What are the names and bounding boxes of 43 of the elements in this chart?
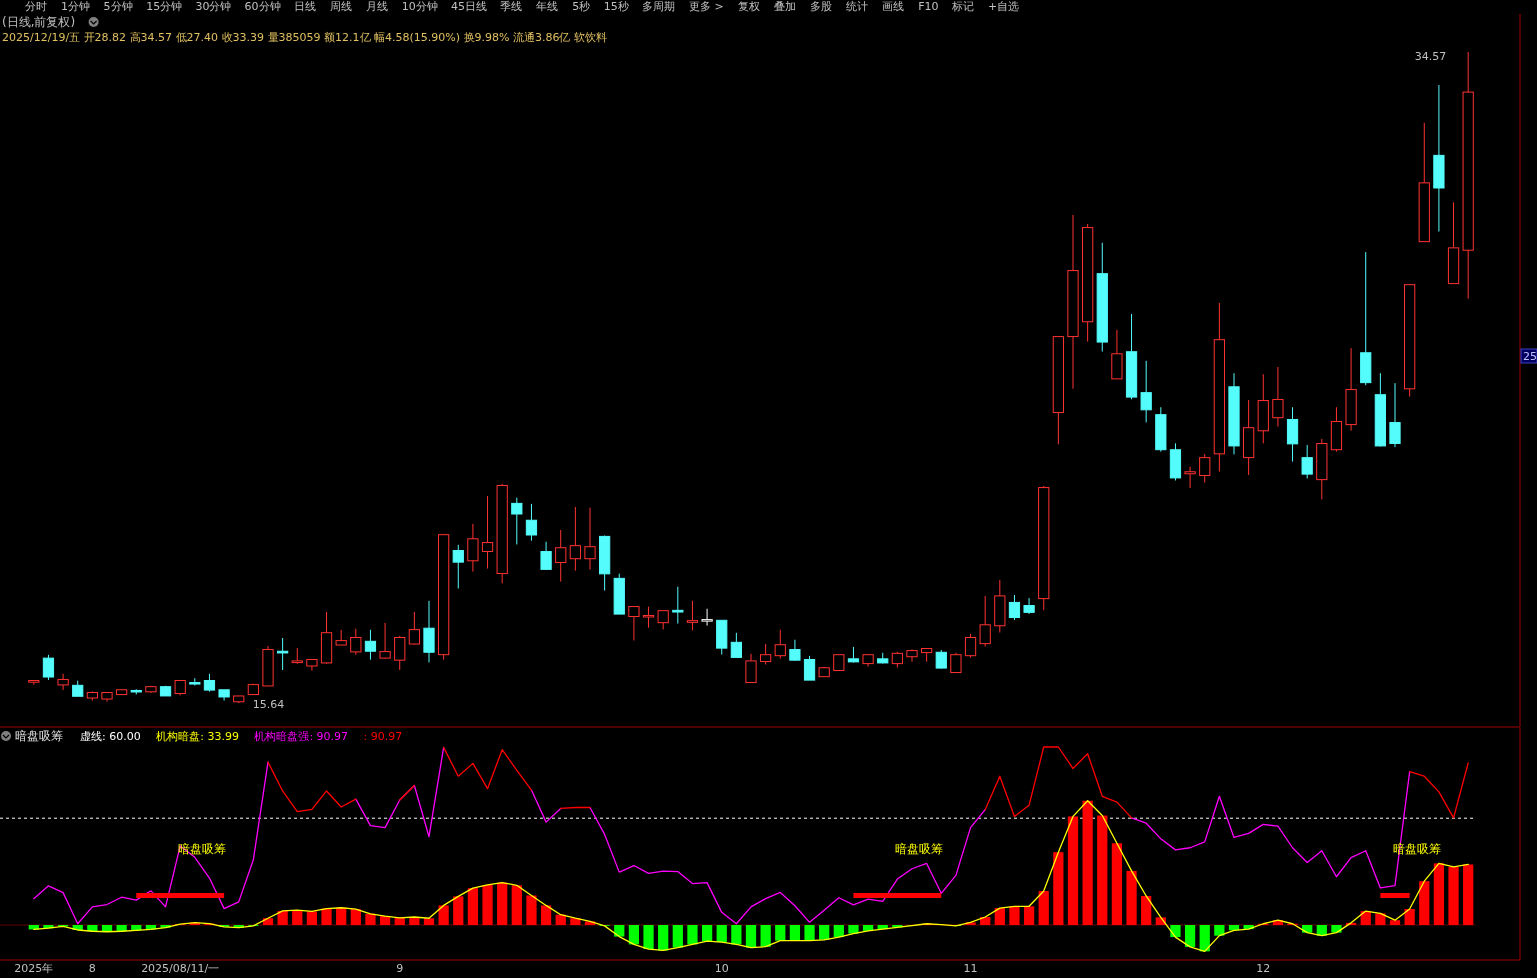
chart-title: 暗盘吸筹 <box>15 729 63 743</box>
text: 标记 <box>951 0 974 13</box>
x-tick-label: 10 <box>714 962 729 975</box>
text: 10分钟 <box>401 0 438 13</box>
text: 复权 <box>738 0 761 13</box>
annotation: 34.57 <box>1414 50 1447 63</box>
x-tick-label: 2025/08/11/一 <box>141 962 220 975</box>
text: 多股 <box>810 0 833 13</box>
chart-subtitle: 2025/12/19/五 开28.82 高34.57 低27.40 收33.39 量385059 额12.1亿 幅4.58(15.90%) 换9.98% 流通3.86亿 软饮料 <box>2 31 607 44</box>
text: 多周期 <box>642 0 675 13</box>
text: +自选 <box>988 0 1020 13</box>
ref-line-label: 虚线: 60.00 <box>80 730 141 743</box>
text: 机构暗盘: 33.99 <box>156 730 239 743</box>
text: 月线 <box>365 0 388 13</box>
text: 25 <box>1523 350 1537 363</box>
text: 1分钟 <box>61 0 90 13</box>
text: 画线 <box>882 0 905 13</box>
text: 15秒 <box>603 0 629 13</box>
text: 5秒 <box>572 0 591 13</box>
annotation: 15.64 <box>252 698 285 711</box>
text: 15分钟 <box>146 0 183 13</box>
text: 年线 <box>536 0 559 13</box>
text: F10 <box>918 0 939 13</box>
x-tick-label: 9 <box>396 962 404 975</box>
text: 日线 <box>293 0 316 13</box>
annotation: 暗盘吸筹 <box>895 842 944 857</box>
text: 叠加 <box>774 0 797 13</box>
text: 更多 > <box>689 0 724 13</box>
x-tick-label: 2025年 <box>14 962 54 975</box>
text: 机构暗盘强: 90.97 <box>254 730 349 743</box>
text: 季线 <box>500 0 523 13</box>
x-tick-label: 11 <box>963 962 978 975</box>
text: : 90.97 <box>363 730 403 743</box>
x-tick-label: 8 <box>88 962 96 975</box>
text: 60分钟 <box>244 0 281 13</box>
text: 45日线 <box>451 0 487 13</box>
text: 5分钟 <box>103 0 133 13</box>
text: 周线 <box>329 0 352 13</box>
chart-title: (日线,前复权) <box>2 15 76 29</box>
text: 分时 <box>25 0 47 13</box>
text: 统计 <box>846 0 869 13</box>
x-tick-label: 12 <box>1256 962 1271 975</box>
text: 30分钟 <box>195 0 232 13</box>
